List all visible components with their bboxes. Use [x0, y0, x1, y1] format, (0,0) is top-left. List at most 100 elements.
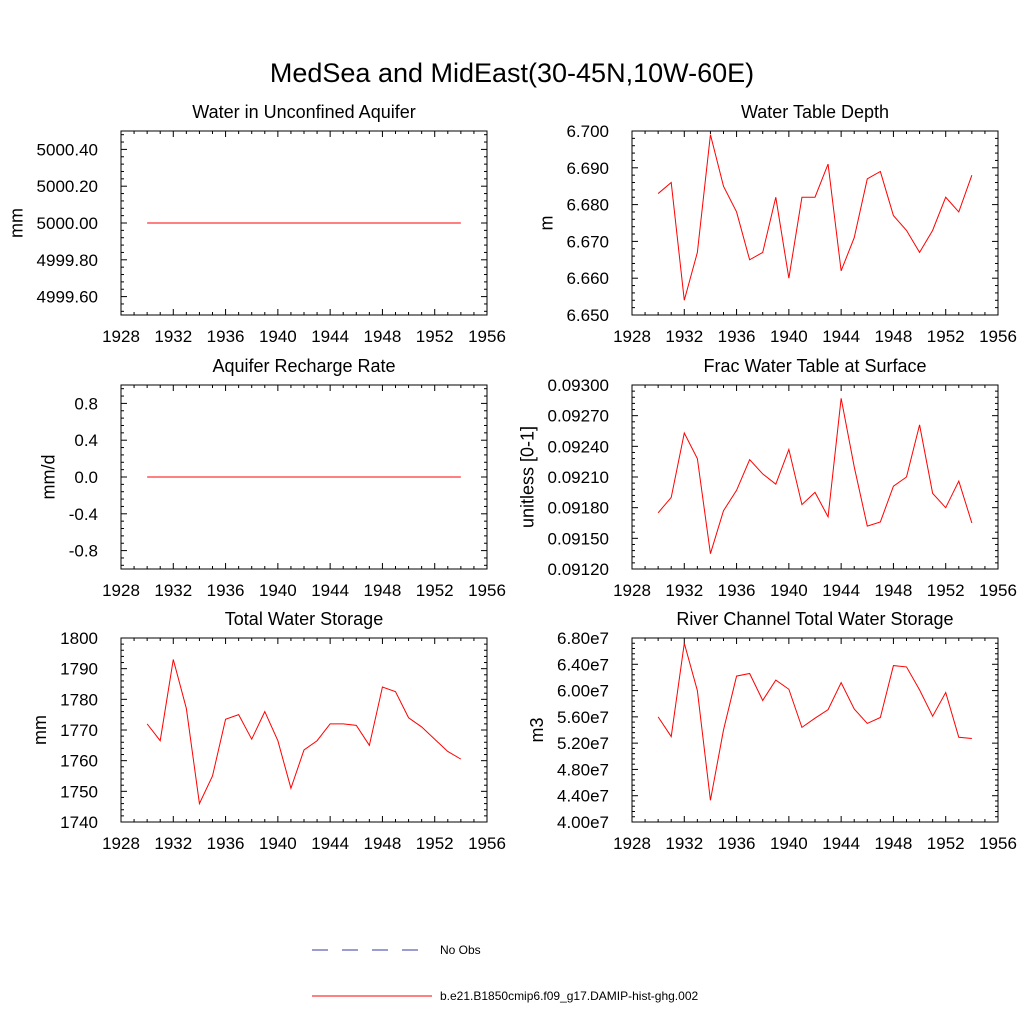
x-tick-label: 1956: [468, 327, 506, 346]
x-tick-label: 1940: [259, 581, 297, 600]
x-tick-label: 1928: [102, 327, 140, 346]
x-tick-label: 1956: [979, 327, 1017, 346]
x-tick-label: 1932: [154, 834, 192, 853]
y-axis-label: mm/d: [39, 455, 59, 500]
plot-frame: [120, 637, 488, 823]
y-tick-label: 0.09210: [548, 468, 609, 487]
panel-title: Total Water Storage: [225, 609, 383, 629]
x-tick-label: 1936: [718, 834, 756, 853]
panel-title: River Channel Total Water Storage: [676, 609, 953, 629]
x-tick-label: 1936: [207, 581, 245, 600]
x-tick-label: 1940: [770, 834, 808, 853]
plot-frame: [631, 130, 999, 316]
y-tick-label: 6.660: [566, 269, 609, 288]
series-line: [657, 643, 972, 801]
y-tick-label: 4.00e7: [557, 813, 609, 832]
x-tick-label: 1952: [927, 581, 965, 600]
x-tick-label: 1940: [770, 327, 808, 346]
y-tick-label: 4999.80: [37, 251, 98, 270]
x-tick-label: 1948: [364, 327, 402, 346]
chart-panels: Water in Unconfined Aquifer 1928 1932 1936 1…: [7, 102, 1017, 853]
x-tick-label: 1932: [665, 327, 703, 346]
y-tick-label: 0.4: [74, 431, 98, 450]
y-tick-label: 4.40e7: [557, 787, 609, 806]
y-tick-label: 1750: [60, 782, 98, 801]
y-tick-label: 5000.00: [37, 214, 98, 233]
y-axis-label: unitless [0-1]: [518, 426, 538, 528]
x-tick-label: 1944: [822, 581, 860, 600]
y-axis-label: m3: [527, 717, 547, 742]
x-tick-label: 1948: [875, 834, 913, 853]
x-tick-label: 1940: [259, 327, 297, 346]
chart-panel: Water Table Depth 1928 1932 1936 1940 1944 194…: [536, 102, 1016, 346]
y-tick-label: 6.680: [566, 196, 609, 215]
y-tick-label: 5000.20: [37, 177, 98, 196]
x-tick-label: 1956: [979, 834, 1017, 853]
x-tick-label: 1952: [416, 834, 454, 853]
x-tick-label: 1948: [364, 834, 402, 853]
x-tick-label: 1948: [875, 327, 913, 346]
panel-title: Water in Unconfined Aquifer: [192, 102, 415, 122]
legend-label: No Obs: [440, 943, 481, 957]
y-tick-label: 0.09240: [548, 437, 609, 456]
x-tick-label: 1944: [311, 327, 349, 346]
legend: No Obs b.e21.B1850cmip6.f09_g17.DAMIP-his…: [312, 943, 698, 1003]
y-tick-label: 6.690: [566, 159, 609, 178]
x-tick-label: 1932: [665, 581, 703, 600]
y-tick-label: 0.09150: [548, 529, 609, 548]
x-tick-label: 1944: [822, 834, 860, 853]
x-tick-label: 1940: [259, 834, 297, 853]
y-tick-label: 1780: [60, 690, 98, 709]
series-line: [146, 659, 462, 806]
chart-panel: Total Water Storage 1928 1932 1936 1940 1944 1…: [30, 609, 506, 853]
y-tick-label: 0.8: [74, 394, 98, 413]
y-tick-label: 4.80e7: [557, 760, 609, 779]
y-tick-label: 6.670: [566, 232, 609, 251]
y-tick-label: 5.20e7: [557, 734, 609, 753]
y-tick-label: 1770: [60, 721, 98, 740]
x-tick-label: 1928: [613, 327, 651, 346]
plot-frame: [631, 384, 999, 570]
x-tick-label: 1956: [979, 581, 1017, 600]
x-tick-label: 1932: [665, 834, 703, 853]
y-tick-label: 5000.40: [37, 140, 98, 159]
x-tick-label: 1956: [468, 581, 506, 600]
panel-title: Water Table Depth: [741, 102, 889, 122]
y-axis-label: mm: [7, 208, 27, 238]
y-axis-label: mm: [30, 715, 50, 745]
y-tick-label: 0.09300: [548, 376, 609, 395]
chart-panel: River Channel Total Water Storage 1928 193…: [527, 609, 1017, 853]
y-tick-label: 0.09120: [548, 560, 609, 579]
y-tick-label: 6.700: [566, 122, 609, 141]
y-tick-label: 6.40e7: [557, 655, 609, 674]
x-tick-label: 1952: [416, 327, 454, 346]
y-tick-label: 6.00e7: [557, 682, 609, 701]
chart-panel: Frac Water Table at Surface 1928 1932 1936 1…: [518, 356, 1017, 600]
x-tick-label: 1932: [154, 327, 192, 346]
panel-title: Aquifer Recharge Rate: [212, 356, 395, 376]
x-tick-label: 1948: [364, 581, 402, 600]
y-tick-label: 1800: [60, 629, 98, 648]
x-tick-label: 1936: [207, 834, 245, 853]
y-tick-label: 0.0: [74, 468, 98, 487]
x-tick-label: 1944: [311, 834, 349, 853]
y-tick-label: 4999.60: [37, 288, 98, 307]
y-tick-label: 6.80e7: [557, 629, 609, 648]
series-line: [657, 134, 973, 301]
legend-label: b.e21.B1850cmip6.f09_g17.DAMIP-hist-ghg.…: [440, 989, 698, 1003]
chart-panel: Water in Unconfined Aquifer 1928 1932 1936 1…: [7, 102, 506, 346]
x-tick-label: 1952: [416, 581, 454, 600]
y-tick-label: 1790: [60, 660, 98, 679]
x-tick-label: 1956: [468, 834, 506, 853]
y-tick-label: 0.09270: [548, 407, 609, 426]
x-tick-label: 1928: [613, 834, 651, 853]
x-tick-label: 1944: [822, 327, 860, 346]
y-axis-label: m: [536, 216, 556, 231]
x-tick-label: 1936: [718, 327, 756, 346]
plot-frame: [631, 637, 999, 823]
y-tick-label: 1760: [60, 752, 98, 771]
x-tick-label: 1936: [718, 581, 756, 600]
x-tick-label: 1940: [770, 581, 808, 600]
x-tick-label: 1948: [875, 581, 913, 600]
